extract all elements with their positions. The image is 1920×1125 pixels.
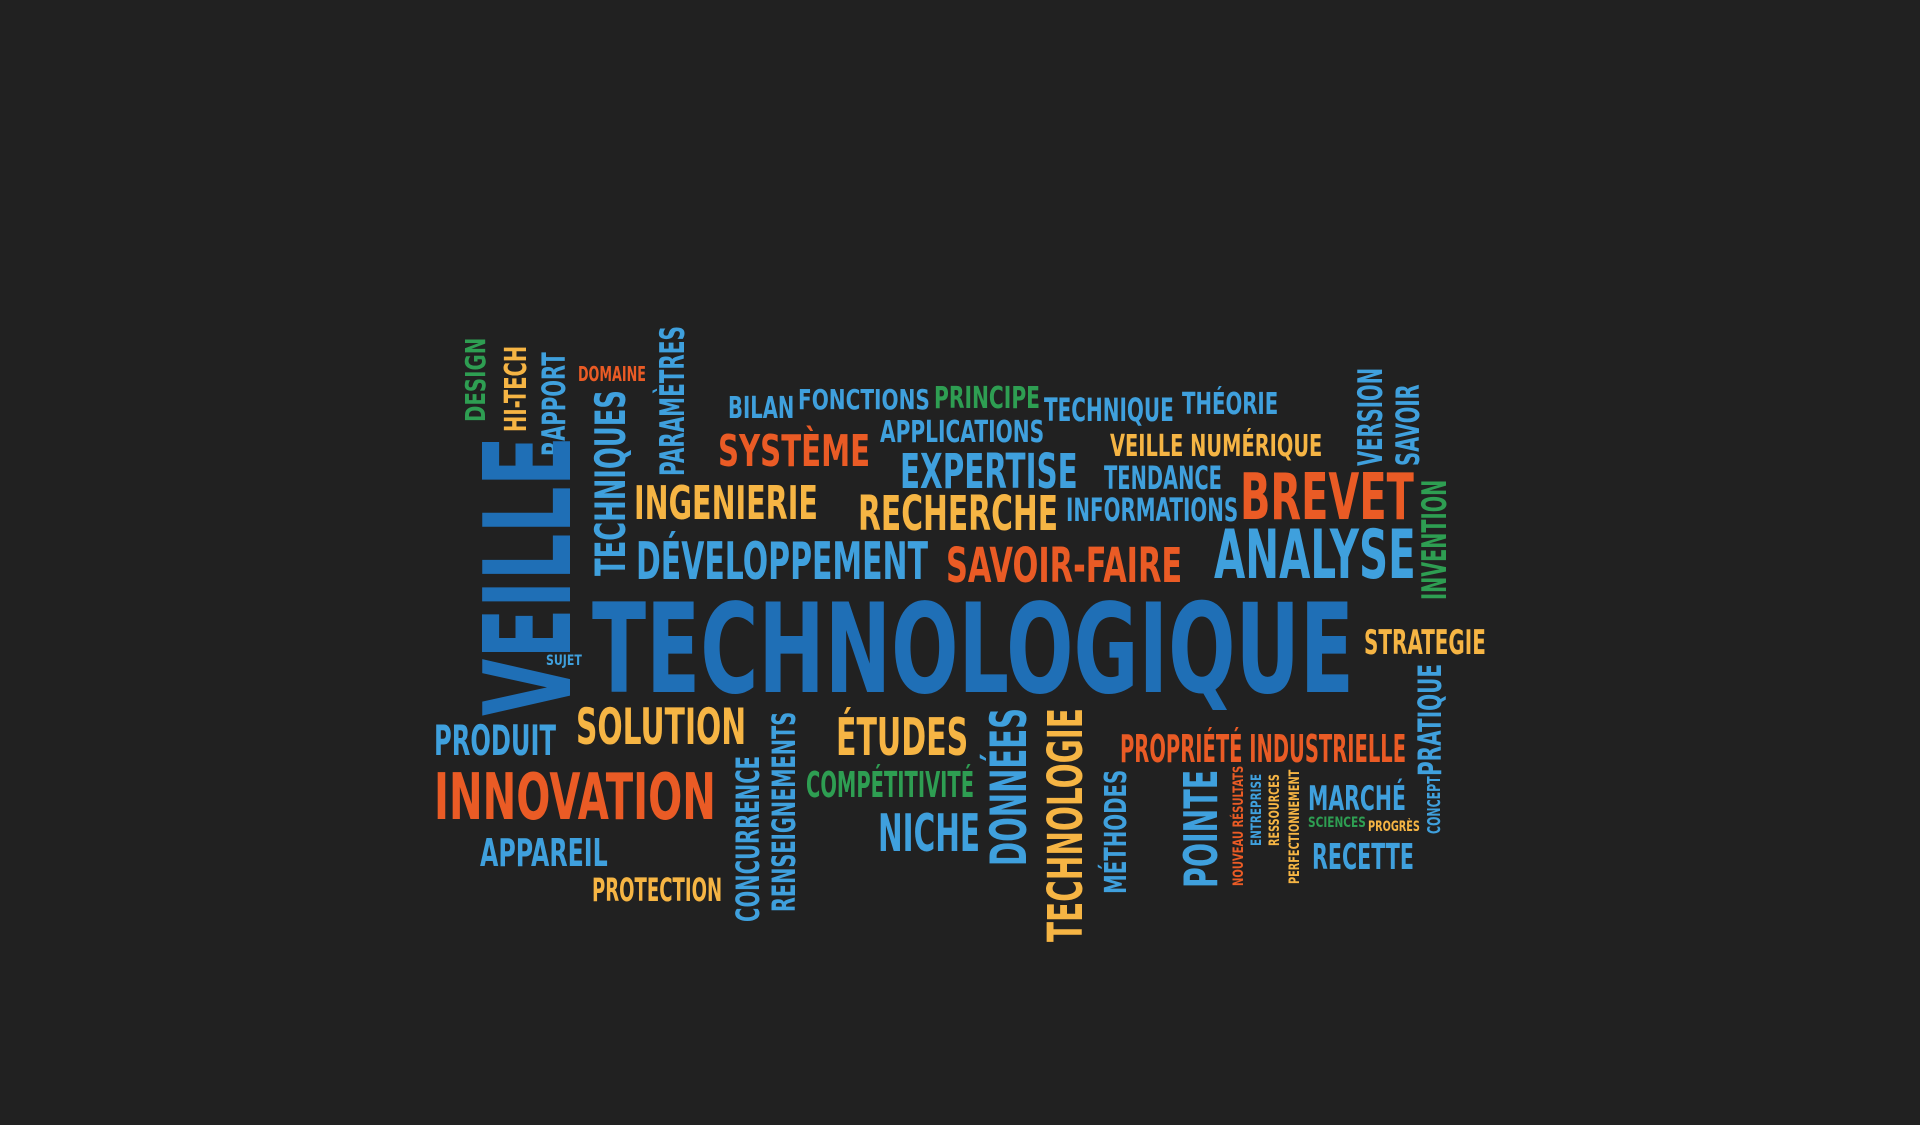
- word-systeme: SYSTÈME: [718, 426, 871, 477]
- word-fonctions: FONCTIONS: [798, 383, 930, 416]
- word-tendance: TENDANCE: [1104, 459, 1222, 497]
- word-niche: NICHE: [878, 804, 981, 864]
- word-competitivite: COMPÉTITIVITÉ: [806, 765, 975, 806]
- word-hi-tech: HI-TECH: [499, 345, 534, 432]
- word-concurrence: CONCURRENCE: [729, 755, 767, 922]
- word-ingenierie: INGENIERIE: [634, 476, 818, 530]
- word-parametres: PARAMÈTRES: [653, 326, 693, 476]
- word-developpement: DÉVELOPPEMENT: [636, 532, 928, 592]
- word-technologie: TECHNOLOGIE: [1038, 708, 1094, 942]
- word-analyse: ANALYSE: [1214, 516, 1416, 595]
- word-version: VERSION: [1351, 367, 1391, 466]
- word-sujet: SUJET: [546, 653, 582, 669]
- word-concept: CONCEPT: [1424, 776, 1445, 834]
- word-methodes: MÉTHODES: [1099, 769, 1134, 894]
- word-solution: SOLUTION: [576, 698, 747, 756]
- word-bilan: BILAN: [728, 391, 795, 426]
- word-progres: PROGRÈS: [1368, 819, 1420, 835]
- word-pratique: PRATIQUE: [1411, 663, 1449, 776]
- word-propriete-industrielle: PROPRIÉTÉ INDUSTRIELLE: [1120, 727, 1407, 771]
- word-savoir-faire: SAVOIR-FAIRE: [946, 538, 1183, 594]
- word-donnees: DONNÉES: [980, 707, 1038, 866]
- word-technologique: TECHNOLOGIQUE: [592, 578, 1354, 722]
- word-marche: MARCHÉ: [1308, 779, 1406, 819]
- word-sciences: SCIENCES: [1308, 815, 1366, 831]
- word-domaine: DOMAINE: [578, 362, 646, 386]
- word-applications: APPLICATIONS: [880, 415, 1045, 450]
- word-design: DESIGN: [459, 337, 492, 422]
- word-renseignements: RENSEIGNEMENTS: [765, 711, 803, 912]
- word-veille-numerique: VEILLE NUMÉRIQUE: [1110, 429, 1323, 464]
- word-strategie: STRATEGIE: [1364, 623, 1486, 663]
- word-protection: PROTECTION: [592, 871, 723, 909]
- word-informations: INFORMATIONS: [1066, 491, 1239, 529]
- word-theorie: THÉORIE: [1182, 387, 1279, 422]
- word-produit: PRODUIT: [434, 716, 557, 765]
- word-expertise: EXPERTISE: [900, 444, 1078, 500]
- word-technique: TECHNIQUE: [1044, 391, 1174, 429]
- word-brevet: BREVET: [1240, 461, 1414, 535]
- word-recette: RECETTE: [1312, 837, 1414, 878]
- word-entreprise: ENTREPRISE: [1249, 773, 1265, 846]
- word-ressources: RESSOURCES: [1267, 774, 1283, 846]
- word-appareil: APPAREIL: [480, 831, 608, 875]
- word-invention: INVENTION: [1415, 479, 1455, 600]
- word-etudes: ÉTUDES: [836, 708, 969, 768]
- word-principe: PRINCIPE: [934, 381, 1041, 416]
- word-pointe: POINTE: [1174, 769, 1228, 888]
- word-veille: VEILLE: [460, 435, 599, 716]
- word-innovation: INNOVATION: [434, 761, 716, 835]
- word-recherche: RECHERCHE: [858, 486, 1059, 542]
- word-perfectionnement: PERFECTIONNEMENT: [1287, 769, 1303, 884]
- word-nouveau-resultats: NOUVEAU RÉSULTATS: [1231, 765, 1247, 886]
- word-savoir: SAVOIR: [1389, 384, 1427, 466]
